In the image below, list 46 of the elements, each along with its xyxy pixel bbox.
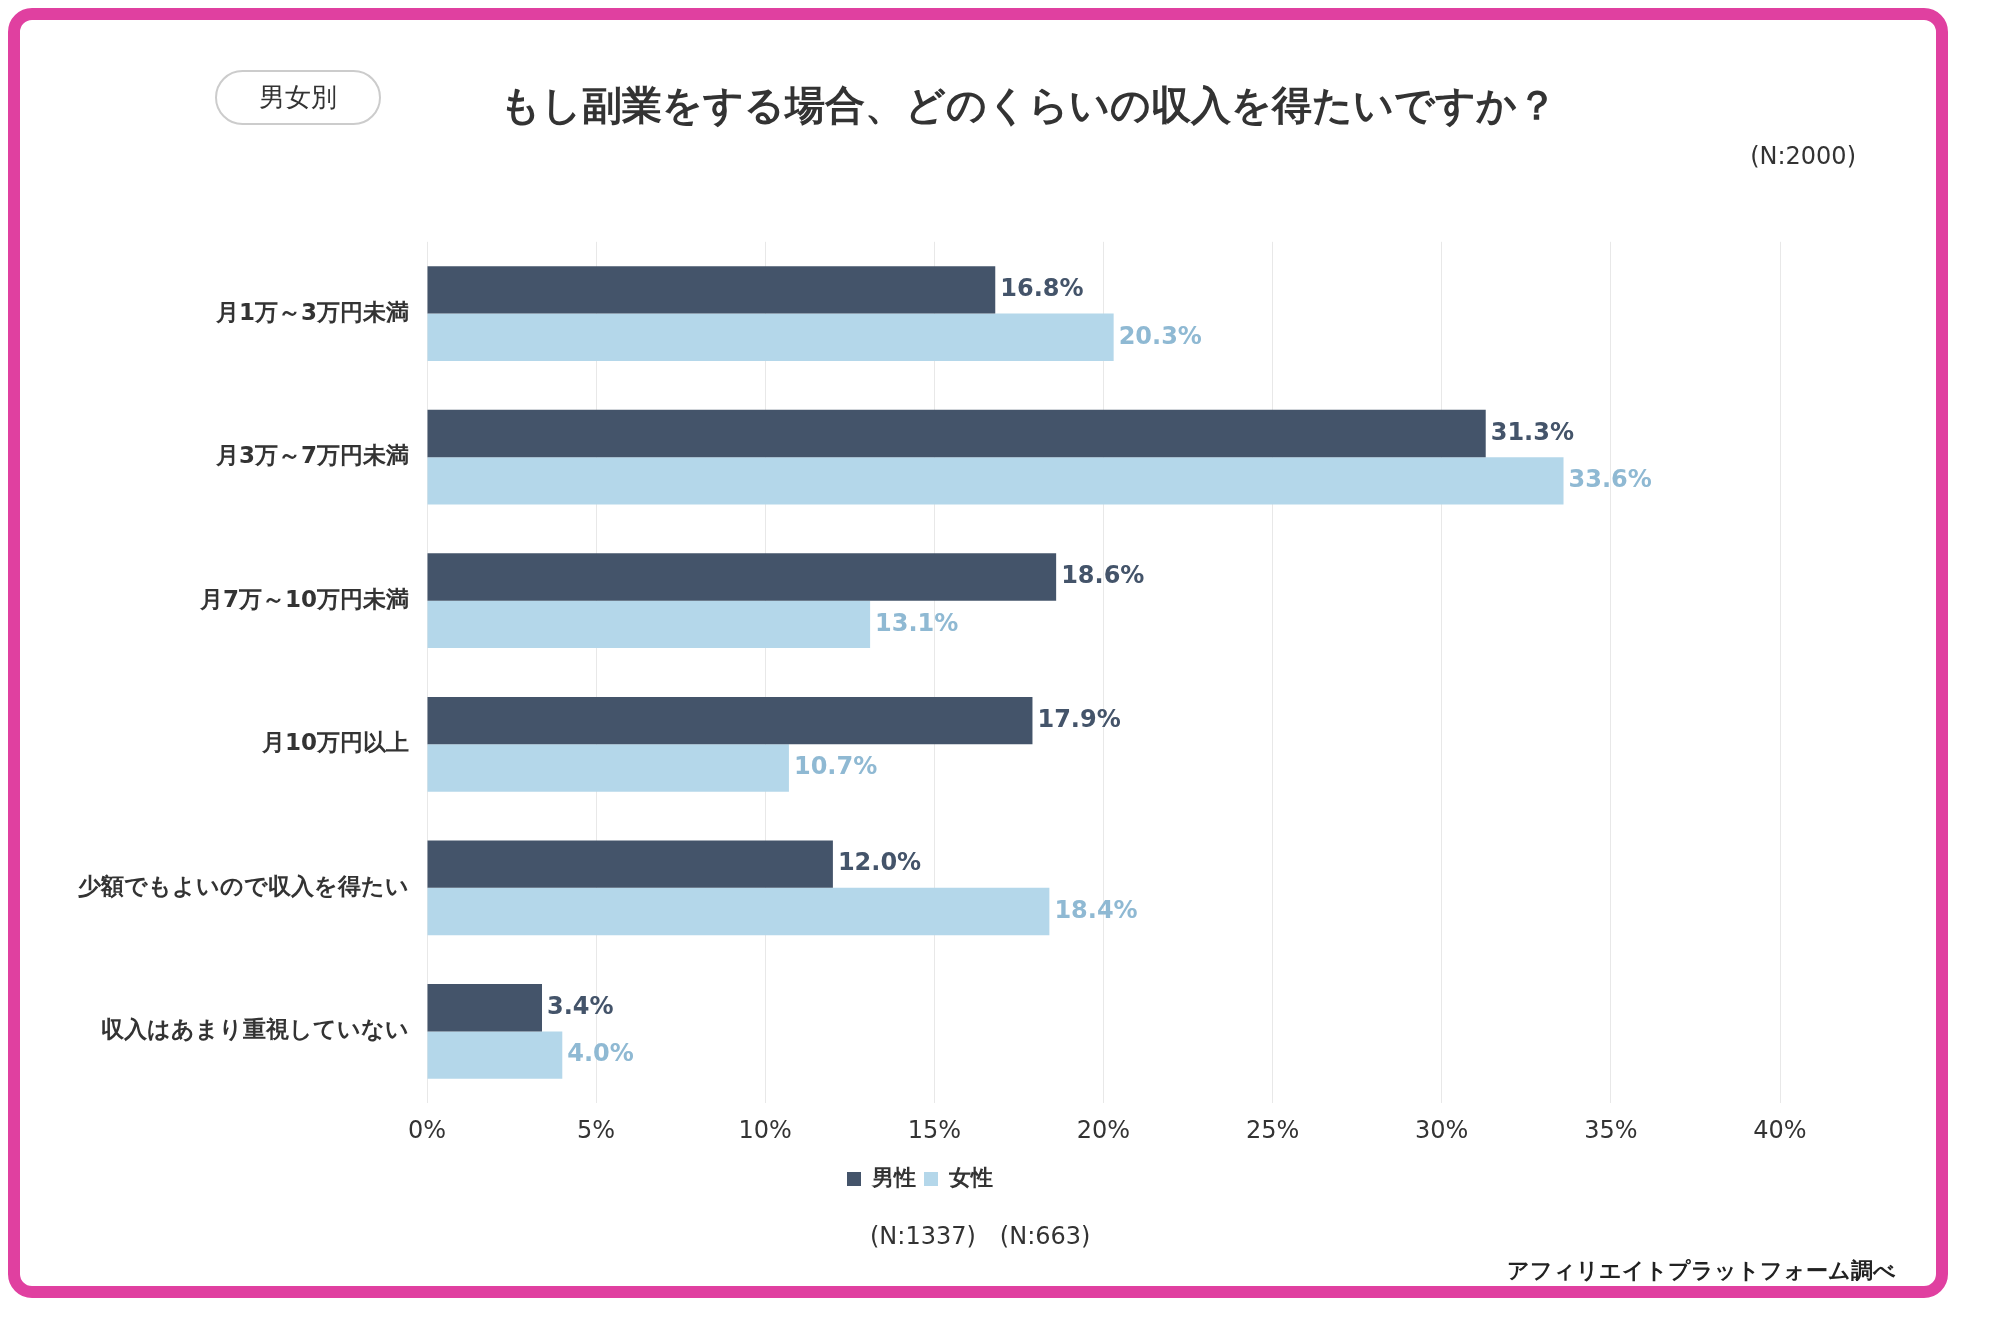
bar [427,887,1050,936]
x-tick-label: 0% [407,1115,447,1144]
data-label: 17.9% [1037,704,1121,733]
bar [427,457,1564,505]
data-label: 10.7% [793,752,878,781]
x-tick-label: 5% [577,1115,616,1144]
x-tick-label: 40% [1753,1115,1807,1144]
data-label: 12.0% [837,848,922,877]
x-tick-label: 25% [1245,1115,1300,1144]
x-tick-label: 20% [1076,1115,1131,1144]
bar [427,744,789,792]
legend-label: 女性 [948,1164,993,1190]
data-label: 33.6% [1568,465,1652,494]
text: アフィリエイトプラットフォーム調べ [1507,1257,1896,1285]
data-label: 18.4% [1054,895,1138,924]
x-tick-label: 15% [907,1115,962,1144]
chart-title: もし副業をする場合、どのくらいの収入を得たいですか？ [500,81,1557,130]
bar [427,1031,563,1079]
data-label: 31.3% [1490,417,1574,446]
y-tick-label: 月7万～10万円未満 [198,585,409,612]
bar [427,409,1486,458]
x-tick-label: 35% [1584,1115,1638,1144]
data-label: 18.6% [1061,561,1145,590]
y-tick-label: 月10万円以上 [260,729,409,756]
text: (N:1337) (N:663) [870,1221,1091,1252]
bar [427,696,1033,745]
y-tick-label: 少額でもよいので収入を得たい [78,872,409,899]
x-tick-label: 30% [1415,1115,1469,1144]
data-label: 20.3% [1118,321,1202,350]
y-tick-label: 月3万～7万円未満 [214,442,409,469]
data-label: 13.1% [875,608,959,637]
y-tick-label: 収入はあまり重視していない [101,1016,409,1043]
bar [427,600,871,649]
x-tick-label: 10% [738,1115,792,1144]
data-label: 3.4% [547,991,614,1020]
data-label: 4.0% [567,1039,634,1068]
text: 男女別 [215,70,381,125]
bar [427,984,543,1032]
bar [427,266,996,314]
y-tick-label: 月1万～3万円未満 [214,298,409,325]
bar [427,553,1057,601]
text: (N:2000) [1750,142,1856,170]
data-label: 16.8% [1000,274,1084,303]
bar [427,840,833,888]
legend-label: 男性 [871,1164,916,1190]
bar [427,313,1114,361]
